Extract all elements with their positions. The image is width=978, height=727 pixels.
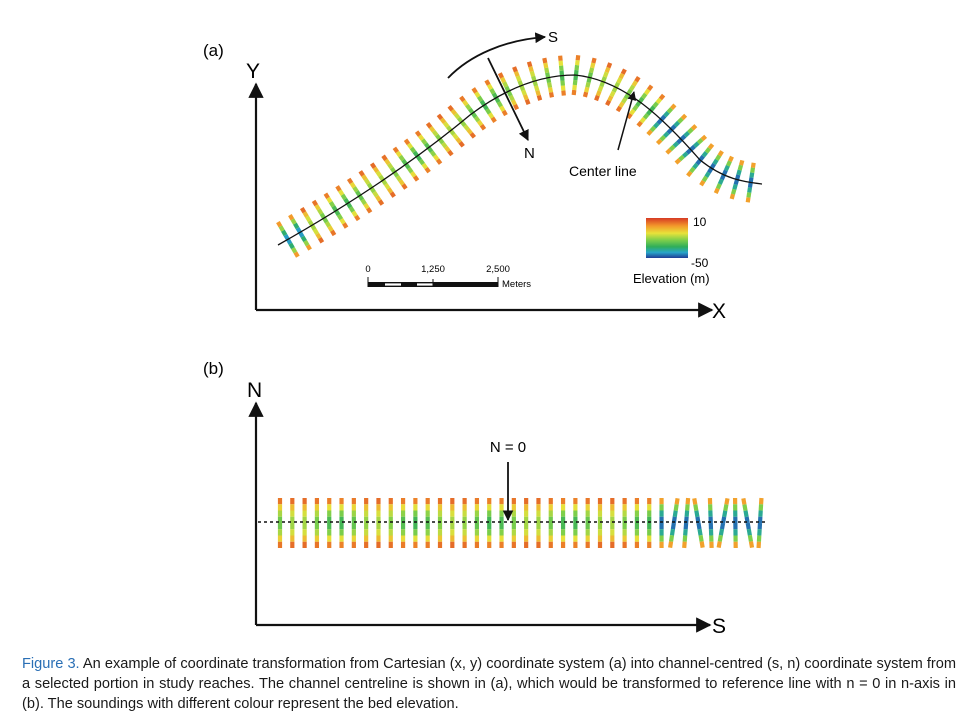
panel-b-y-axis-label: N [247, 379, 262, 402]
legend-title: Elevation (m) [633, 271, 710, 286]
elevation-color-ramp [646, 218, 688, 258]
transect-a [571, 54, 581, 96]
panel-b-x-axis-label: S [712, 615, 726, 638]
n-zero-label: N = 0 [490, 439, 526, 456]
transect-group-a [276, 54, 756, 258]
center-line-label: Center line [569, 163, 637, 179]
transect-a [605, 68, 627, 107]
transect-a [582, 57, 597, 98]
elevation-legend: 10 -50 Elevation (m) [633, 215, 710, 286]
panel-a-y-axis-label: Y [246, 60, 260, 83]
transect-a [594, 62, 613, 102]
transect-b [707, 497, 714, 549]
transect-a [447, 104, 476, 139]
transect-a [436, 113, 465, 148]
transect-a [699, 150, 724, 187]
transect-b [756, 497, 764, 549]
transect-a [346, 177, 373, 214]
transect-a [636, 93, 666, 128]
panel-a-label: (a) [203, 41, 224, 60]
scale-unit: Meters [502, 279, 531, 290]
legend-min: -50 [691, 256, 709, 270]
transect-a [542, 57, 555, 98]
transect-a [414, 130, 443, 165]
panel-b-label: (b) [203, 359, 224, 378]
transect-b [692, 498, 705, 548]
transect-a [512, 66, 531, 106]
transect-a [369, 162, 396, 198]
scale-tick-0: 0 [365, 264, 370, 275]
figure: (a) Y X S N Center line 0 1,250 2,500 [203, 29, 766, 638]
transect-a [381, 154, 408, 190]
transect-a [615, 75, 641, 113]
transect-a [403, 138, 431, 174]
n-direction-arrow [487, 57, 529, 141]
transect-a [626, 84, 654, 120]
caption-label: Figure 3. [22, 656, 80, 672]
transect-a [392, 146, 420, 182]
transect-a [729, 159, 745, 200]
transect-a [484, 79, 508, 117]
caption-text: An example of coordinate transformation … [22, 656, 957, 712]
transect-a [526, 61, 543, 101]
transect-b [668, 497, 680, 549]
legend-max: 10 [693, 215, 707, 229]
transect-a [497, 72, 520, 111]
transect-a [335, 185, 361, 222]
transect-a [311, 199, 337, 237]
transect-a [646, 103, 677, 136]
transect-group-b [277, 497, 764, 549]
transect-b [741, 498, 755, 548]
transect-b [716, 498, 730, 548]
center-line-pointer [617, 91, 637, 151]
transect-a [674, 134, 708, 165]
panel-a-x-axis-label: X [712, 300, 726, 323]
center-line [277, 74, 763, 246]
figure-caption: Figure 3. An example of coordinate trans… [22, 654, 956, 714]
transect-a [323, 192, 349, 229]
scale-tick-2500: 2,500 [486, 264, 510, 275]
transect-a [713, 155, 734, 195]
transect-a [558, 55, 566, 96]
transect-a [299, 206, 325, 244]
scale-tick-1250: 1,250 [421, 264, 445, 275]
transect-b [732, 497, 738, 549]
transect-a [358, 170, 385, 206]
n-direction-label: N [524, 145, 535, 162]
panel-a: (a) Y X S N Center line 0 1,250 2,500 [203, 29, 763, 323]
transect-a [288, 214, 312, 251]
panel-b: (b) N S N = 0 [203, 359, 766, 638]
s-direction-label: S [548, 29, 558, 46]
transect-a [471, 87, 497, 123]
transect-b [682, 497, 691, 549]
transect-a [425, 122, 454, 157]
transect-a [459, 95, 487, 131]
transect-a [665, 124, 698, 155]
scale-bar: 0 1,250 2,500 Meters [365, 264, 531, 290]
transect-a [655, 113, 688, 146]
transect-a [686, 143, 715, 178]
s-direction-arrow [447, 32, 547, 79]
transect-a [276, 220, 300, 258]
transect-a [745, 162, 756, 203]
